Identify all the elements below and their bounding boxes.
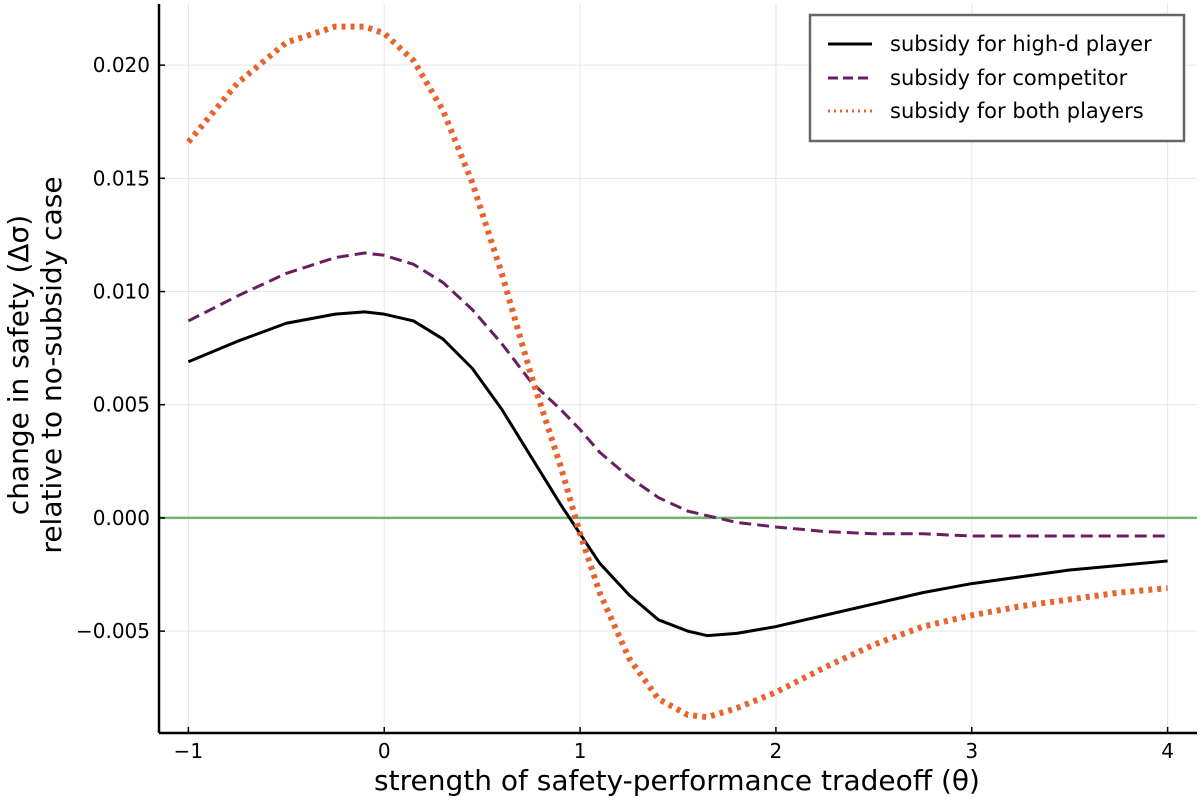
y-tick-label-2: 0.005 bbox=[93, 393, 150, 417]
x-tick-label-1: 0 bbox=[378, 739, 391, 763]
series-line-subsidy-for-competitor bbox=[187, 251, 1168, 538]
x-tick-label-4: 3 bbox=[965, 739, 978, 763]
legend: subsidy for high-d player subsidy for co… bbox=[808, 13, 1186, 143]
legend-label-competitor: subsidy for competitor bbox=[890, 66, 1128, 90]
axes-layer bbox=[157, 4, 1197, 735]
legend-label-high-d: subsidy for high-d player bbox=[890, 32, 1152, 56]
legend-box bbox=[808, 13, 1186, 143]
y-tick-label-4: 0.015 bbox=[93, 166, 150, 190]
x-tick-label-2: 1 bbox=[574, 739, 587, 763]
series-line-subsidy-for-both-players bbox=[186, 23, 1168, 721]
ticks-layer: −1 0 1 2 3 4 −0.005 0.000 0.005 0.010 0.015 0.020 bbox=[76, 53, 1174, 763]
x-axis-label: strength of safety-performance tradeoff … bbox=[374, 764, 980, 797]
y-tick-label-3: 0.010 bbox=[93, 280, 150, 304]
y-axis-label-line1: change in safety (Δσ) bbox=[2, 215, 35, 515]
legend-label-both: subsidy for both players bbox=[890, 99, 1144, 123]
y-tick-label-5: 0.020 bbox=[93, 53, 150, 77]
y-tick-label-1: 0.000 bbox=[93, 506, 150, 530]
series-layer bbox=[186, 23, 1168, 721]
x-tick-label-3: 2 bbox=[770, 739, 783, 763]
y-axis-label-line2: relative to no-subsidy case bbox=[35, 176, 68, 553]
x-tick-label-5: 4 bbox=[1161, 739, 1174, 763]
series-line-subsidy-for-high-d-player bbox=[187, 310, 1168, 638]
y-tick-label-0: −0.005 bbox=[76, 619, 150, 643]
x-tick-label-0: −1 bbox=[174, 739, 203, 763]
